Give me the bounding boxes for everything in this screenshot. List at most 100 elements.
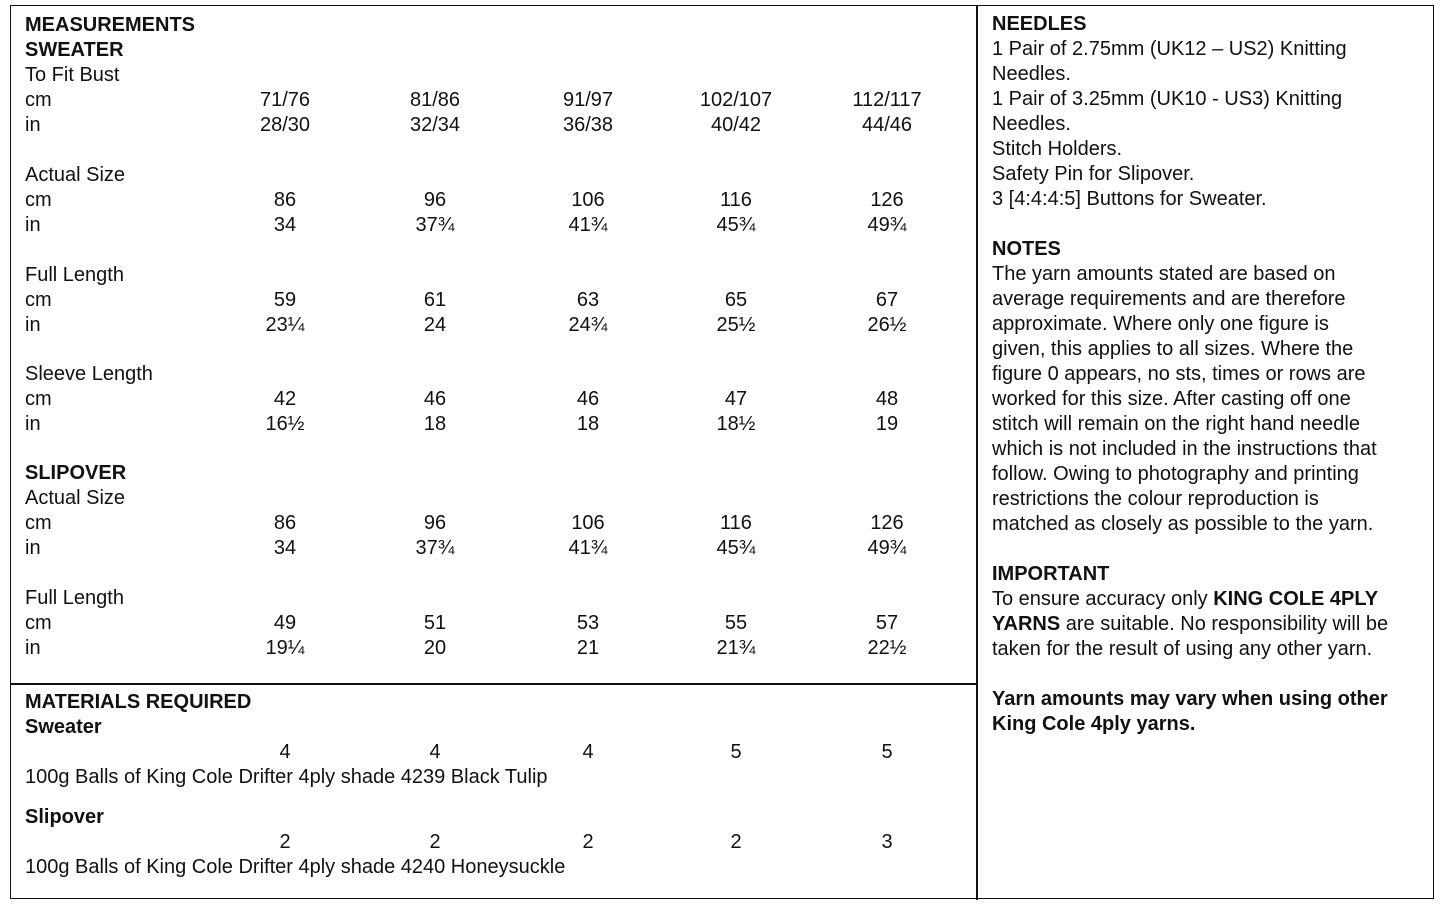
row-label: cm — [25, 388, 52, 410]
important-heading: IMPORTANT — [992, 563, 1110, 585]
table-row: Full Length — [25, 586, 124, 611]
right-column: NEEDLES 1 Pair of 2.75mm (UK12 – US2) Kn… — [992, 12, 1432, 737]
notes-line: figure 0 appears, no sts, times or rows … — [992, 363, 1366, 385]
yarn-description: 100g Balls of King Cole Drifter 4ply sha… — [25, 765, 548, 790]
row-label: 100g Balls of King Cole Drifter 4ply sha… — [25, 766, 548, 788]
size-value: 116 — [720, 189, 752, 211]
table-row: cm 86 96 106 116 126 — [25, 511, 904, 536]
table-row: cm 49 51 53 55 57 — [25, 611, 898, 636]
needles-line: Stitch Holders. — [992, 138, 1123, 160]
size-value: 86 — [273, 189, 297, 211]
size-value: 46 — [423, 388, 447, 410]
size-value: 24¾ — [568, 314, 608, 336]
size-value: 42 — [273, 388, 297, 410]
important-text: are suitable. No responsibility will be — [1060, 613, 1389, 635]
size-value: 32/34 — [409, 114, 461, 136]
row-label: in — [25, 537, 41, 559]
notes-line: which is not included in the instruction… — [992, 438, 1377, 460]
notes-line: approximate. Where only one figure is — [992, 313, 1329, 335]
table-row: in 28/30 32/34 36/38 40/42 44/46 — [25, 113, 912, 138]
brand-name: YARNS — [992, 613, 1061, 635]
table-row: cm 86 96 106 116 126 — [25, 188, 904, 213]
row-label: Actual Size — [25, 487, 126, 509]
row-label: Full Length — [25, 264, 124, 286]
size-value: 4 — [429, 741, 441, 763]
notes-line: worked for this size. After casting off … — [992, 388, 1351, 410]
needles-heading: NEEDLES — [992, 13, 1087, 35]
row-label: cm — [25, 289, 52, 311]
row-label: 100g Balls of King Cole Drifter 4ply sha… — [25, 856, 566, 878]
table-row: in 34 37¾ 41¾ 45¾ 49¾ — [25, 213, 906, 238]
size-value: 2 — [279, 831, 291, 853]
slipover-materials-heading: Slipover — [25, 805, 104, 830]
table-row: cm 59 61 63 65 67 — [25, 288, 898, 313]
size-value: 28/30 — [259, 114, 311, 136]
row-label: in — [25, 114, 41, 136]
needles-line: 3 [4:4:4:5] Buttons for Sweater. — [992, 188, 1267, 210]
size-value: 63 — [576, 289, 600, 311]
needles-line: Needles. — [992, 63, 1071, 85]
notes-line: follow. Owing to photography and printin… — [992, 463, 1359, 485]
size-value: 2 — [730, 831, 742, 853]
size-value: 5 — [881, 741, 893, 763]
notes-line: matched as closely as possible to the ya… — [992, 513, 1374, 535]
row-label: MEASUREMENTS — [25, 14, 196, 36]
size-value: 18 — [423, 413, 447, 435]
row-label: in — [25, 214, 41, 236]
size-value: 2 — [429, 831, 441, 853]
size-value: 57 — [875, 612, 899, 634]
size-value: 49¾ — [867, 214, 907, 236]
row-label: SLIPOVER — [25, 462, 127, 484]
size-value: 112/117 — [852, 89, 922, 111]
yarn-warning: Yarn amounts may vary when using other — [992, 688, 1388, 710]
size-value: 106 — [571, 512, 605, 534]
table-row: To Fit Bust — [25, 63, 119, 88]
size-value: 22½ — [867, 637, 907, 659]
size-value: 91/97 — [562, 89, 614, 111]
size-value: 67 — [875, 289, 899, 311]
size-value: 61 — [423, 289, 447, 311]
size-value: 48 — [875, 388, 899, 410]
size-value: 45¾ — [716, 537, 756, 559]
notes-line: stitch will remain on the right hand nee… — [992, 413, 1360, 435]
size-value: 21 — [576, 637, 600, 659]
row-label: in — [25, 637, 41, 659]
size-value: 65 — [724, 289, 748, 311]
size-value: 49¾ — [867, 537, 907, 559]
size-value: 46 — [576, 388, 600, 410]
important-line: YARNS are suitable. No responsibility wi… — [992, 612, 1432, 637]
size-value: 26½ — [867, 314, 907, 336]
notes-text: The yarn amounts stated are based on aver… — [992, 262, 1432, 537]
important-line: To ensure accuracy only KING COLE 4PLY — [992, 587, 1432, 612]
size-value: 47 — [724, 388, 748, 410]
size-value: 126 — [870, 512, 904, 534]
table-row: cm 42 46 46 47 48 — [25, 387, 898, 412]
size-value: 19¼ — [265, 637, 305, 659]
row-label: Sleeve Length — [25, 363, 153, 385]
size-value: 24 — [423, 314, 447, 336]
size-value: 59 — [273, 289, 297, 311]
size-value: 2 — [582, 831, 594, 853]
notes-line: given, this applies to all sizes. Where … — [992, 338, 1354, 360]
needles-line: Safety Pin for Slipover. — [992, 163, 1195, 185]
notes-line: The yarn amounts stated are based on — [992, 263, 1336, 285]
row-label: Actual Size — [25, 164, 126, 186]
table-row: in 19¼ 20 21 21¾ 22½ — [25, 636, 906, 661]
size-value: 71/76 — [259, 89, 311, 111]
row-label: cm — [25, 89, 52, 111]
size-value: 25½ — [716, 314, 756, 336]
table-row: in 23¼ 24 24¾ 25½ 26½ — [25, 313, 906, 338]
size-value: 3 — [881, 831, 893, 853]
size-value: 34 — [273, 214, 297, 236]
notes-line: average requirements and are therefore — [992, 288, 1346, 310]
needles-line: 1 Pair of 3.25mm (UK10 - US3) Knitting — [992, 88, 1343, 110]
slipover-heading: SLIPOVER — [25, 461, 126, 486]
size-value: 41¾ — [568, 214, 608, 236]
row-label: cm — [25, 189, 52, 211]
table-row: Full Length — [25, 263, 124, 288]
table-row: in 34 37¾ 41¾ 45¾ 49¾ — [25, 536, 906, 561]
row-label: cm — [25, 612, 52, 634]
row-label: Sweater — [25, 716, 102, 738]
table-row: in 16½ 18 18 18½ 19 — [25, 412, 898, 437]
sweater-heading: SWEATER — [25, 38, 124, 63]
